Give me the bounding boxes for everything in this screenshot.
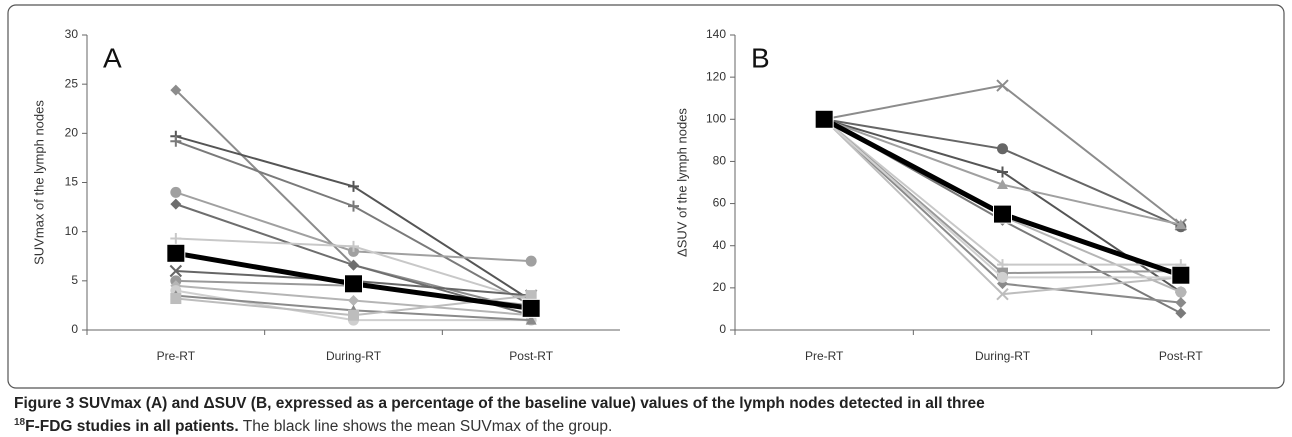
x-tick-label: Post-RT <box>1159 349 1203 363</box>
marker <box>993 204 1012 224</box>
series-line <box>823 118 1181 266</box>
marker <box>996 287 1009 301</box>
caption-sup: 18 <box>14 417 26 428</box>
marker <box>521 298 541 318</box>
y-tick-label: 25 <box>65 76 79 90</box>
x-tick-label: Pre-RT <box>805 349 844 363</box>
marker <box>344 274 363 294</box>
y-tick-label: 120 <box>706 69 726 83</box>
y-tick-label: 0 <box>719 322 726 336</box>
y-tick-label: 140 <box>706 27 726 41</box>
series-line <box>823 118 1181 279</box>
marker <box>996 79 1009 92</box>
marker <box>997 143 1008 155</box>
y-axis-title: SUVmax of the lymph nodes <box>31 100 46 265</box>
marker <box>814 109 834 129</box>
x-tick-label: During-RT <box>326 349 382 363</box>
y-tick-label: 15 <box>65 175 79 189</box>
marker <box>1171 265 1191 285</box>
caption-title: F-FDG studies in all patients. <box>25 418 239 436</box>
marker <box>170 84 182 96</box>
series-line <box>822 117 1182 278</box>
x-tick-label: Post-RT <box>509 349 553 363</box>
x-tick-label: Pre-RT <box>157 349 196 363</box>
marker <box>1175 286 1187 298</box>
x-tick-label: During-RT <box>975 349 1031 363</box>
y-tick-label: 40 <box>713 238 727 252</box>
y-tick-label: 20 <box>65 126 79 140</box>
y-tick-label: 0 <box>71 322 78 336</box>
marker <box>1175 297 1187 309</box>
marker <box>348 180 359 192</box>
frame <box>7 4 1285 389</box>
y-tick-label: 5 <box>71 273 78 287</box>
marker <box>169 264 183 278</box>
marker <box>170 186 182 198</box>
caption: Figure 3 SUVmax (A) and ΔSUV (B, express… <box>14 394 1284 436</box>
chart: 0 5 10 15 20 25 30 Pre-RT During-RT Post-RT SUVmax… <box>7 4 1285 389</box>
y-tick-label: 10 <box>65 224 79 238</box>
marker <box>525 314 537 325</box>
marker <box>170 135 182 147</box>
marker <box>348 309 359 321</box>
marker <box>348 259 359 271</box>
caption-title: SUVmax (A) and ΔSUV (B, expressed as a p… <box>78 395 985 412</box>
marker <box>348 240 359 252</box>
marker <box>170 198 182 210</box>
panel-label: A <box>103 42 122 73</box>
marker <box>170 233 182 245</box>
y-tick-label: 80 <box>713 154 727 168</box>
marker <box>997 271 1008 283</box>
marker <box>166 243 186 263</box>
caption-label: Figure 3 <box>14 395 75 412</box>
marker <box>348 295 359 306</box>
y-tick-label: 20 <box>713 280 727 294</box>
panel-label: B <box>751 42 770 73</box>
y-tick-label: 30 <box>65 27 79 41</box>
marker <box>1175 307 1187 319</box>
marker <box>1175 219 1187 230</box>
marker <box>525 290 537 302</box>
marker <box>525 255 537 267</box>
series-line <box>823 118 1181 275</box>
y-tick-label: 60 <box>713 196 727 210</box>
marker <box>997 166 1008 178</box>
caption-text: The black line shows the mean SUVmax of … <box>242 418 613 436</box>
y-tick-label: 100 <box>706 111 726 125</box>
marker <box>170 293 182 305</box>
y-axis-title: ΔSUV of the lymph nodes <box>674 108 689 257</box>
marker <box>997 179 1008 190</box>
marker <box>348 200 359 212</box>
